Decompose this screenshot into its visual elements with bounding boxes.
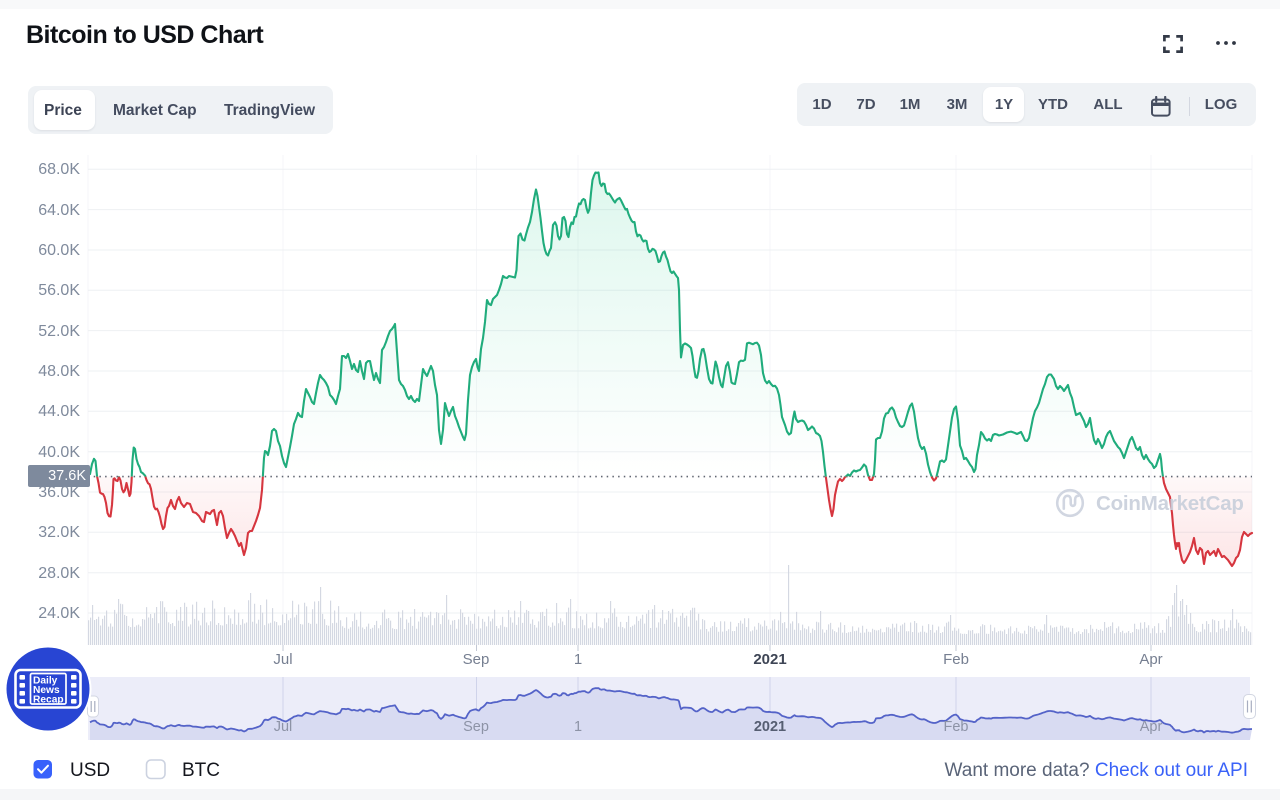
svg-text:Recap: Recap: [33, 695, 64, 706]
svg-text:Daily: Daily: [33, 676, 58, 687]
svg-text:News: News: [33, 685, 60, 696]
